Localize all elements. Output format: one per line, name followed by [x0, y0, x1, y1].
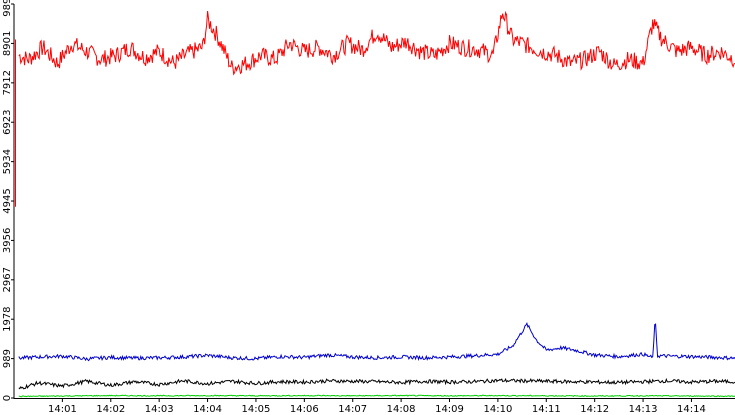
series-line-2	[18, 321, 735, 362]
x-tick-label: 14:06	[290, 404, 319, 415]
x-tick-label: 14:05	[241, 404, 270, 415]
y-tick-label: 989	[2, 349, 13, 368]
x-tick-label: 14:09	[435, 404, 464, 415]
x-tick-label: 14:11	[532, 404, 561, 415]
x-axis: 14:01 14:02 14:03 14:04 14:05 14:06 14:07 14:08…	[48, 398, 706, 415]
y-tick-label: 3956	[2, 228, 13, 253]
y-tick-label: 6923	[2, 109, 13, 134]
x-tick-label: 14:10	[483, 404, 512, 415]
series-line-4	[18, 394, 735, 398]
x-tick-label: 14:14	[677, 404, 706, 415]
series-line-1	[18, 10, 735, 76]
x-tick-label: 14:08	[387, 404, 416, 415]
series-layer	[15, 10, 735, 398]
x-tick-label: 14:03	[145, 404, 174, 415]
y-tick-label: 1978	[2, 306, 13, 331]
y-tick-label: 2967	[2, 267, 13, 292]
x-tick-label: 14:01	[48, 404, 77, 415]
y-tick-label: 5934	[2, 149, 13, 174]
x-tick-label: 14:12	[580, 404, 609, 415]
y-tick-label: 4945	[2, 188, 13, 213]
y-tick-label: 9891	[2, 0, 13, 17]
y-axis: 0 989 1978 2967 3956 4945 5934 6923 7912 8901 9891	[2, 0, 14, 401]
y-tick-label: 7912	[2, 70, 13, 95]
y-tick-label: 0	[2, 395, 13, 401]
series-line-3	[18, 377, 735, 390]
y-tick-label: 8901	[2, 31, 13, 56]
x-tick-label: 14:07	[338, 404, 367, 415]
x-tick-label: 14:04	[193, 404, 222, 415]
x-tick-label: 14:02	[96, 404, 125, 415]
x-tick-label: 14:13	[629, 404, 658, 415]
